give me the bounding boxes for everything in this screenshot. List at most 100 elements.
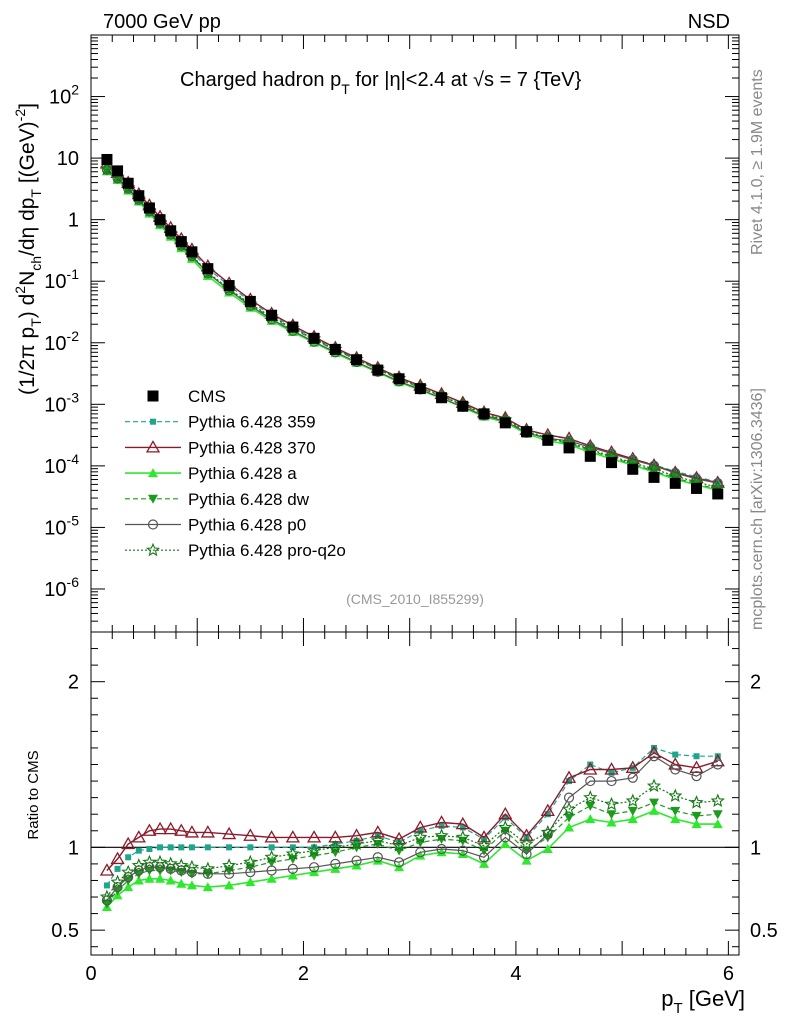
ratio-point-p370 <box>121 836 136 850</box>
point-pq2o <box>646 461 662 475</box>
point-cms <box>133 190 145 202</box>
ratio-point-p359 <box>125 854 132 861</box>
x-tick-label: 2 <box>298 963 309 985</box>
ratio-point-p370 <box>306 830 322 843</box>
ratio-point-p370 <box>152 821 168 835</box>
ratio-point-pdw <box>649 798 660 808</box>
ratio-point-p359 <box>396 839 403 846</box>
legend-marker-pp0 <box>147 519 159 530</box>
ratio-point-pp0 <box>287 863 298 874</box>
ratio-point-p370 <box>221 826 237 840</box>
ratio-point-p359 <box>247 844 254 851</box>
ratio-point-pa <box>521 855 532 865</box>
legend-marker-pdw <box>148 494 158 504</box>
point-pp0 <box>101 164 113 175</box>
y-tick-label: 10-3 <box>44 389 79 416</box>
point-cms <box>712 488 724 500</box>
ratio-point-pa <box>606 817 617 827</box>
ratio-point-pp0 <box>500 832 511 843</box>
ratio-point-pa <box>500 839 511 849</box>
ratio-point-pp0 <box>154 862 166 873</box>
y-axis-label-text: (1/2π pT) d2Nch/dη dpT [(GeV)-2] <box>12 103 44 395</box>
legend-marker-p359 <box>150 418 156 425</box>
ratio-point-pa <box>627 814 638 824</box>
point-cms <box>691 482 703 494</box>
point-cms <box>542 434 554 446</box>
point-cms <box>202 263 214 275</box>
ratio-point-pp0 <box>585 775 596 787</box>
ratio-point-p370 <box>110 851 125 865</box>
x-tick-label: 4 <box>510 963 521 985</box>
ratio-point-pa <box>123 882 134 892</box>
point-cms <box>266 309 278 321</box>
ratio-point-pp0 <box>606 775 617 787</box>
ratio-point-pq2o <box>392 838 407 852</box>
y-tick-label: 10 <box>57 148 79 170</box>
ratio-point-pq2o <box>121 864 136 879</box>
ratio-point-pq2o <box>184 859 199 874</box>
legend-label-pp0: Pythia 6.428 p0 <box>188 516 306 535</box>
ratio-point-pq2o <box>604 796 619 811</box>
ratio-point-p370 <box>434 815 449 828</box>
legend-label-p359: Pythia 6.428 359 <box>188 413 316 432</box>
ratio-y-tick-label-right: 1 <box>750 837 761 859</box>
ratio-point-p359 <box>459 824 466 831</box>
ratio-line-pdw <box>106 801 718 905</box>
ratio-point-pdw <box>415 838 426 848</box>
ratio-point-p370 <box>99 863 115 876</box>
x-tick-label: 6 <box>723 963 734 985</box>
ratio-point-p359 <box>311 844 318 851</box>
ratio-point-p370 <box>131 830 146 843</box>
ratio-point-pq2o <box>646 778 662 793</box>
point-cms <box>648 471 660 483</box>
ratio-y-tick-label-right: 0.5 <box>750 920 778 942</box>
ratio-point-pq2o <box>476 838 492 852</box>
point-cms <box>563 442 575 454</box>
series-line-pq2o <box>106 168 718 488</box>
ratio-point-pq2o <box>434 828 449 842</box>
ratio-point-p359 <box>226 844 233 851</box>
ratio-point-pp0 <box>542 828 553 840</box>
ratio-point-p370 <box>163 821 178 835</box>
ratio-point-p359 <box>332 841 339 848</box>
y-tick-label: 10-5 <box>44 512 79 539</box>
ratio-line-pp0 <box>106 755 719 901</box>
ratio-point-p359 <box>114 865 121 872</box>
ratio-point-pp0 <box>330 858 341 869</box>
ratio-point-p359 <box>146 845 153 852</box>
ratio-point-p370 <box>689 760 704 773</box>
ratio-point-p370 <box>476 830 492 843</box>
ratio-point-pdw <box>287 854 298 864</box>
ratio-point-pa <box>266 873 277 883</box>
ratio-point-pp0 <box>351 855 362 866</box>
ratio-point-pa <box>224 880 235 890</box>
ratio-point-pp0 <box>521 848 532 860</box>
point-cms <box>186 246 198 258</box>
x-tick-label: 0 <box>85 963 96 985</box>
ratio-point-pdw <box>101 899 112 909</box>
ratio-point-p359 <box>157 844 164 851</box>
x-axis-label: pT [GeV] <box>661 986 745 1017</box>
ratio-point-pa <box>542 843 553 853</box>
ratio-point-pp0 <box>691 771 702 782</box>
point-cms <box>499 417 511 429</box>
point-pp0 <box>712 477 723 489</box>
ratio-point-pp0 <box>712 759 723 770</box>
mcplots-label: mcplots.cern.ch [arXiv:1306.3436] <box>749 388 766 630</box>
ratio-point-p359 <box>544 811 551 818</box>
ratio-point-p359 <box>438 822 445 829</box>
point-cms <box>143 202 155 214</box>
point-cms <box>606 457 618 469</box>
ratio-point-pa <box>712 819 723 829</box>
ratio-point-pa <box>202 882 213 892</box>
point-cms <box>478 408 490 420</box>
ratio-point-pa <box>436 847 447 857</box>
ratio-point-p359 <box>178 844 185 851</box>
ratio-point-p370 <box>184 825 200 838</box>
ratio-point-pdw <box>155 866 166 876</box>
ratio-point-p370 <box>243 828 258 841</box>
ratio-point-p370 <box>200 825 215 838</box>
ratio-point-p370 <box>264 830 279 843</box>
ratio-point-p359 <box>167 844 174 851</box>
series-line-p370 <box>106 162 718 484</box>
